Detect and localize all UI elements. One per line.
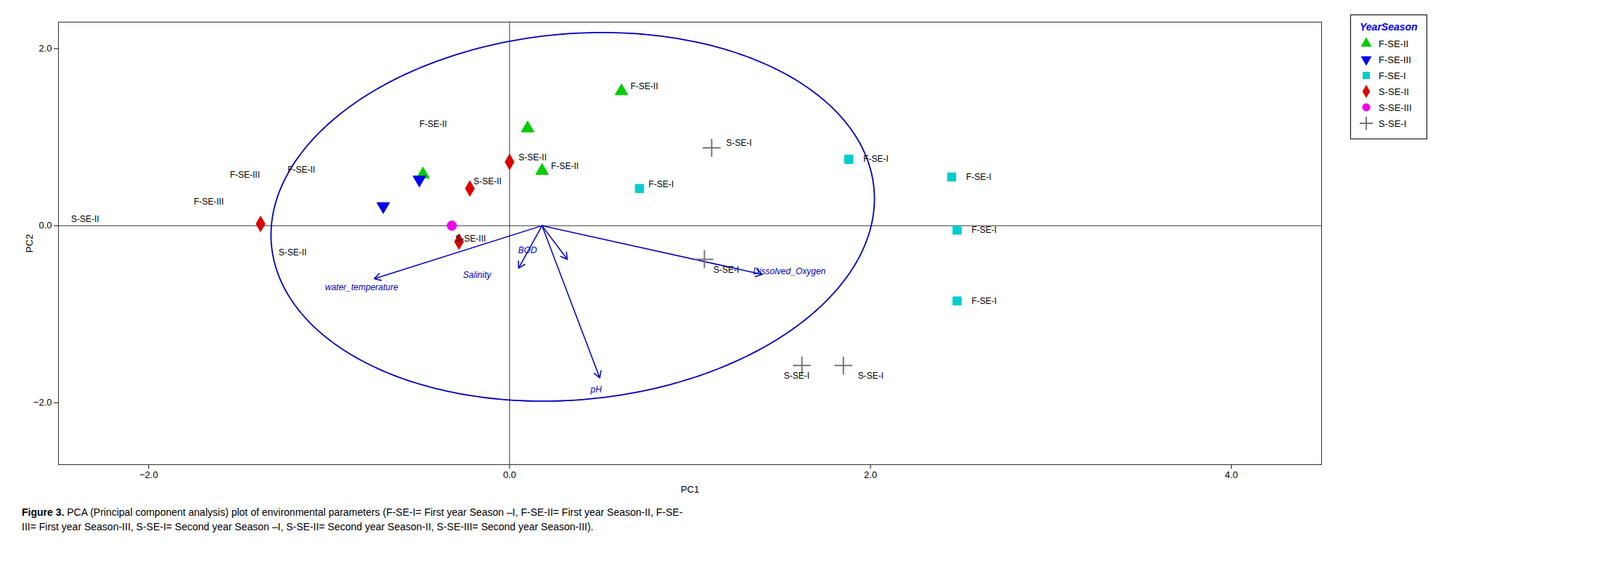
html-text:III= First year Season-III, S-: III= First year Season-III, S-SE-I= Seco… — [21, 521, 594, 533]
svg-text:F-SE-I: F-SE-I — [971, 225, 997, 236]
html-text:F-SE-II: F-SE-II — [1378, 38, 1409, 50]
html-text:S-SE-III: S-SE-III — [1378, 101, 1412, 113]
svg-text:F-SE-II: F-SE-II — [419, 119, 448, 130]
svg-text:S-SE-II: S-SE-II — [71, 214, 100, 225]
svg-text:F-SE-II: F-SE-II — [550, 161, 579, 172]
html-text:F-SE-I: F-SE-I — [1378, 70, 1406, 81]
svg-text:F-SE-III: F-SE-III — [230, 169, 260, 181]
svg-text:S-SE-I: S-SE-I — [713, 264, 740, 276]
svg-text:BOD: BOD — [518, 245, 538, 256]
svg-text:F-SE-I: F-SE-I — [648, 179, 674, 190]
svg-text:PC1: PC1 — [680, 484, 700, 496]
svg-text:F-SE-II: F-SE-II — [630, 81, 658, 92]
html-text:Figure 3. PCA (Principal compo: Figure 3. PCA (Principal component analy… — [21, 506, 683, 519]
svg-text:4.0: 4.0 — [1224, 469, 1238, 481]
svg-text:pH: pH — [590, 384, 603, 395]
html-text:F-SE-III: F-SE-III — [1378, 54, 1412, 65]
svg-text:−2.0: −2.0 — [33, 397, 53, 408]
svg-text:S-SE-III: S-SE-III — [455, 233, 486, 244]
svg-text:0.0: 0.0 — [503, 469, 517, 481]
svg-text:S-SE-I: S-SE-I — [858, 370, 884, 382]
svg-text:−2.0: −2.0 — [139, 469, 159, 481]
svg-text:2.0: 2.0 — [38, 42, 52, 54]
svg-text:water_temperature: water_temperature — [325, 282, 399, 293]
html-text:S-SE-I: S-SE-I — [1378, 117, 1407, 129]
html-text:YearSeason: YearSeason — [1359, 21, 1418, 33]
svg-text:0.0: 0.0 — [38, 219, 52, 231]
svg-text:Dissolved_Oxygen: Dissolved_Oxygen — [752, 266, 826, 277]
svg-text:S-SE-II: S-SE-II — [278, 247, 308, 258]
svg-text:S-SE-I: S-SE-I — [725, 137, 752, 149]
svg-text:F-SE-III: F-SE-III — [193, 196, 224, 207]
svg-text:F-SE-I: F-SE-I — [966, 172, 992, 183]
svg-text:F-SE-I: F-SE-I — [971, 296, 997, 307]
svg-text:F-SE-I: F-SE-I — [863, 153, 889, 165]
html-text:S-SE-II: S-SE-II — [1378, 86, 1410, 97]
svg-text:Salinity: Salinity — [463, 270, 493, 281]
svg-text:PC2: PC2 — [23, 234, 35, 253]
svg-text:F-SE-II: F-SE-II — [287, 164, 316, 175]
svg-text:S-SE-II: S-SE-II — [473, 176, 502, 187]
svg-text:S-SE-I: S-SE-I — [784, 370, 810, 382]
svg-text:S-SE-II: S-SE-II — [518, 152, 547, 163]
svg-text:2.0: 2.0 — [863, 469, 877, 481]
